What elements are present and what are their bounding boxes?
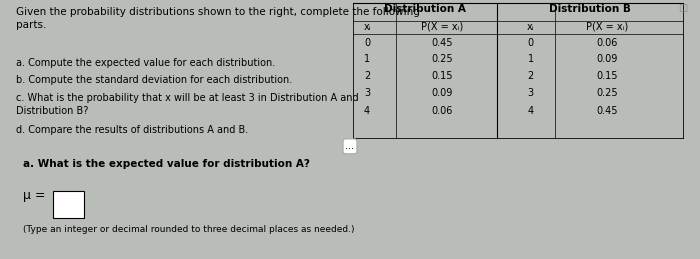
- Text: 0.15: 0.15: [431, 71, 453, 81]
- Text: μ =: μ =: [22, 189, 46, 202]
- Text: c. What is the probability that x will be at least 3 in Distribution A and
Distr: c. What is the probability that x will b…: [16, 93, 358, 116]
- Text: d. Compare the results of distributions A and B.: d. Compare the results of distributions …: [16, 125, 248, 134]
- Text: P(X = xᵢ): P(X = xᵢ): [586, 22, 628, 32]
- Text: Distribution A: Distribution A: [384, 4, 466, 14]
- Text: 4: 4: [364, 106, 370, 116]
- Text: 2: 2: [528, 71, 534, 81]
- Text: 1: 1: [528, 54, 533, 64]
- Text: Given the probability distributions shown to the right, complete the following
p: Given the probability distributions show…: [16, 7, 420, 30]
- Text: 2: 2: [364, 71, 370, 81]
- Text: xᵢ: xᵢ: [363, 22, 371, 32]
- FancyBboxPatch shape: [53, 191, 84, 218]
- Text: 0: 0: [364, 38, 370, 48]
- Text: P(X = xᵢ): P(X = xᵢ): [421, 22, 463, 32]
- Text: ...: ...: [346, 141, 354, 151]
- Text: □: □: [678, 3, 687, 13]
- Text: (Type an integer or decimal rounded to three decimal places as needed.): (Type an integer or decimal rounded to t…: [22, 225, 354, 234]
- Text: 0: 0: [528, 38, 533, 48]
- Text: 4: 4: [528, 106, 533, 116]
- Text: b. Compute the standard deviation for each distribution.: b. Compute the standard deviation for ea…: [16, 75, 292, 85]
- Text: 0.06: 0.06: [596, 38, 617, 48]
- Text: 3: 3: [528, 88, 533, 98]
- Text: 0.25: 0.25: [596, 88, 618, 98]
- Text: 0.09: 0.09: [431, 88, 453, 98]
- Text: 0.45: 0.45: [596, 106, 618, 116]
- Text: 0.09: 0.09: [596, 54, 617, 64]
- Text: 0.06: 0.06: [431, 106, 453, 116]
- Text: 0.15: 0.15: [596, 71, 618, 81]
- Text: a. Compute the expected value for each distribution.: a. Compute the expected value for each d…: [16, 58, 275, 68]
- Text: 0.25: 0.25: [431, 54, 453, 64]
- Text: 0.45: 0.45: [431, 38, 453, 48]
- Text: xᵢ: xᵢ: [527, 22, 535, 32]
- Text: a. What is the expected value for distribution A?: a. What is the expected value for distri…: [22, 159, 309, 169]
- Text: 3: 3: [364, 88, 370, 98]
- Text: Distribution B: Distribution B: [549, 4, 631, 14]
- Text: 1: 1: [364, 54, 370, 64]
